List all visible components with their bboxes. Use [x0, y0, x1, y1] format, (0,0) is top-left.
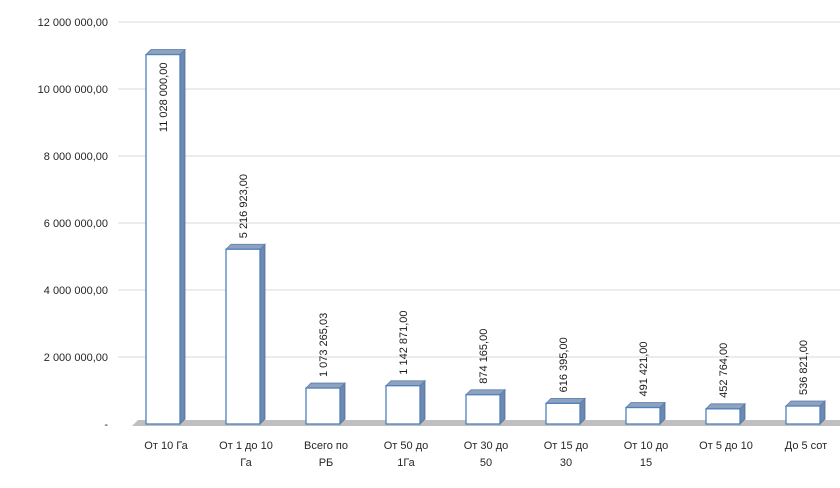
- bar-top-face: [705, 403, 746, 410]
- bar-top-face: [545, 397, 586, 404]
- bar-side-face: [179, 48, 186, 425]
- bar-top-face: [145, 49, 186, 55]
- bar-front-face: [225, 248, 261, 425]
- y-tick-label: 4 000 000,00: [44, 285, 108, 297]
- bar: [545, 397, 586, 425]
- bar: [145, 48, 186, 425]
- bar-top-face: [225, 243, 266, 250]
- data-label: 11 028 000,00: [158, 63, 170, 133]
- data-label: 5 216 923,00: [238, 174, 250, 238]
- data-label: 874 165,00: [478, 329, 490, 384]
- data-label: 616 395,00: [558, 337, 570, 392]
- x-tick-label: До 5 сот: [785, 440, 827, 452]
- bar-front-face: [785, 405, 821, 425]
- bar-front-face: [465, 394, 501, 425]
- x-tick-label: Всего по РБ: [304, 440, 348, 469]
- bar-side-face: [499, 388, 506, 425]
- bar: [625, 401, 666, 425]
- bar-side-face: [419, 379, 426, 425]
- bar: [305, 382, 346, 425]
- y-tick-label: -: [104, 419, 108, 431]
- bar-front-face: [705, 408, 741, 425]
- x-axis-tick-labels: От 10 Га От 1 до 10 Га Всего по РБ От 50 до 1Г…: [144, 440, 827, 469]
- x-tick-label: От 1 до 10 Га: [219, 440, 273, 469]
- bar-side-face: [259, 243, 266, 425]
- x-tick-label: От 15 до 30: [544, 440, 588, 469]
- data-label: 1 073 265,03: [318, 313, 330, 377]
- bar-front-face: [145, 53, 181, 425]
- bar-front-face: [545, 402, 581, 425]
- bars: [145, 48, 826, 425]
- bar-top-face: [465, 389, 506, 396]
- y-axis-tick-labels: - 2 000 000,00 4 000 000,00 6 000 000,00 8 0…: [38, 17, 109, 431]
- x-tick-label: От 10 Га: [144, 440, 188, 452]
- bar: [785, 400, 826, 425]
- y-tick-label: 10 000 000,00: [38, 84, 108, 96]
- bar: [465, 388, 506, 425]
- data-label: 536 821,00: [798, 340, 810, 395]
- x-tick-label: От 10 до 15: [624, 440, 668, 469]
- bar-front-face: [385, 385, 421, 425]
- y-tick-label: 6 000 000,00: [44, 218, 108, 230]
- bar-top-face: [625, 402, 666, 408]
- bar: [225, 243, 266, 425]
- bar: [705, 402, 746, 425]
- x-tick-label: От 30 до 50: [464, 440, 508, 469]
- data-labels: 11 028 000,00 5 216 923,00 1 073 265,03 1 1…: [158, 63, 810, 398]
- bar-side-face: [339, 382, 346, 425]
- bar: [385, 379, 426, 425]
- y-tick-label: 12 000 000,00: [38, 17, 108, 29]
- bar-top-face: [305, 382, 346, 389]
- y-tick-label: 2 000 000,00: [44, 352, 108, 364]
- x-tick-label: От 50 до 1Га: [384, 440, 428, 469]
- data-label: 491 421,00: [638, 341, 650, 396]
- data-label: 1 142 871,00: [398, 310, 410, 374]
- x-tick-label: От 5 до 10: [699, 440, 753, 452]
- bar-front-face: [305, 387, 341, 425]
- bar-front-face: [625, 406, 661, 425]
- bar-top-face: [385, 380, 426, 387]
- y-tick-label: 8 000 000,00: [44, 151, 108, 163]
- data-label: 452 764,00: [718, 343, 730, 398]
- bar-top-face: [785, 400, 826, 407]
